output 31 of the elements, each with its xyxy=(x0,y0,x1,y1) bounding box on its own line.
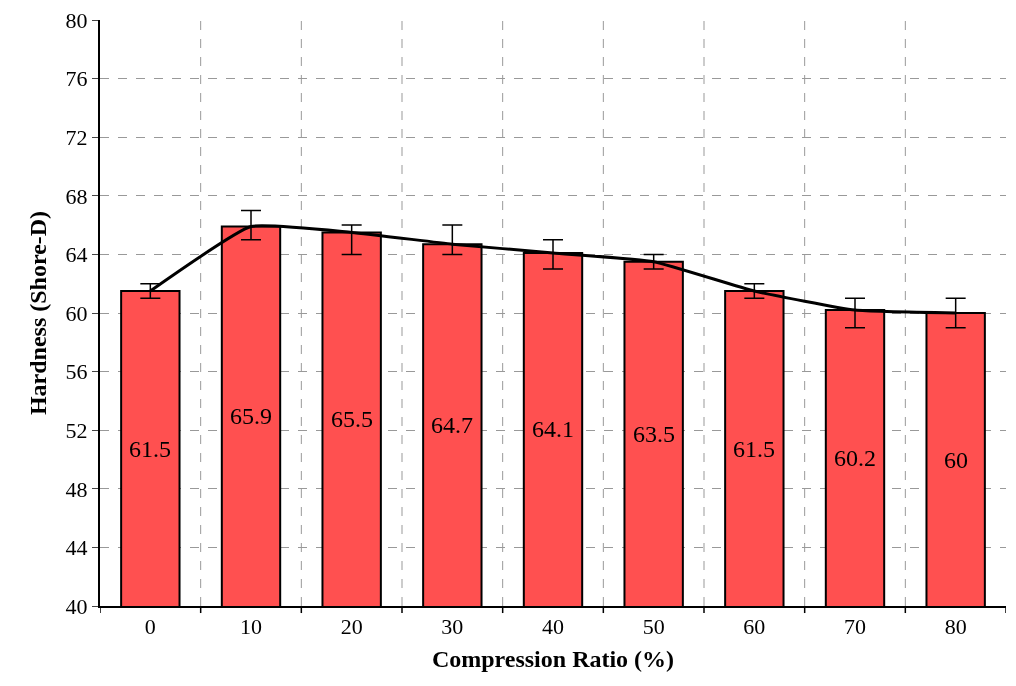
data-label: 65.5 xyxy=(331,406,373,432)
x-tick-label: 80 xyxy=(944,614,967,640)
x-tick-label: 20 xyxy=(340,614,363,640)
x-tick-label: 10 xyxy=(240,614,262,640)
data-label: 63.5 xyxy=(633,421,675,447)
y-axis-title: Hardness (Shore-D) xyxy=(25,210,52,416)
y-tick-label: 76 xyxy=(65,66,88,92)
data-label: 65.9 xyxy=(230,403,272,429)
x-tick-label: 50 xyxy=(642,614,665,640)
y-tick-label: 80 xyxy=(65,7,88,33)
x-tick-label: 30 xyxy=(441,614,464,640)
data-label: 61.5 xyxy=(129,436,171,462)
x-tick-label: 40 xyxy=(542,614,564,640)
y-tick-label: 56 xyxy=(65,359,88,385)
x-tick-label: 70 xyxy=(844,614,866,640)
y-tick-label: 72 xyxy=(65,124,88,150)
data-label: 64.7 xyxy=(431,412,473,438)
y-tick-label: 68 xyxy=(65,183,88,209)
data-label: 61.5 xyxy=(733,436,775,462)
y-tick-label: 48 xyxy=(65,476,88,502)
y-tick-label: 52 xyxy=(65,417,88,443)
y-tick-label: 40 xyxy=(65,593,88,619)
x-axis-title: Compression Ratio (%) xyxy=(431,646,675,673)
x-tick-label: 60 xyxy=(743,614,766,640)
y-tick-label: 44 xyxy=(65,535,88,561)
x-tick-label: 0 xyxy=(144,614,156,640)
y-tick-label: 64 xyxy=(65,242,88,268)
data-label: 64.1 xyxy=(532,416,574,442)
data-label: 60.2 xyxy=(834,445,876,471)
y-tick-label: 60 xyxy=(65,300,88,326)
data-label: 60 xyxy=(944,447,968,473)
